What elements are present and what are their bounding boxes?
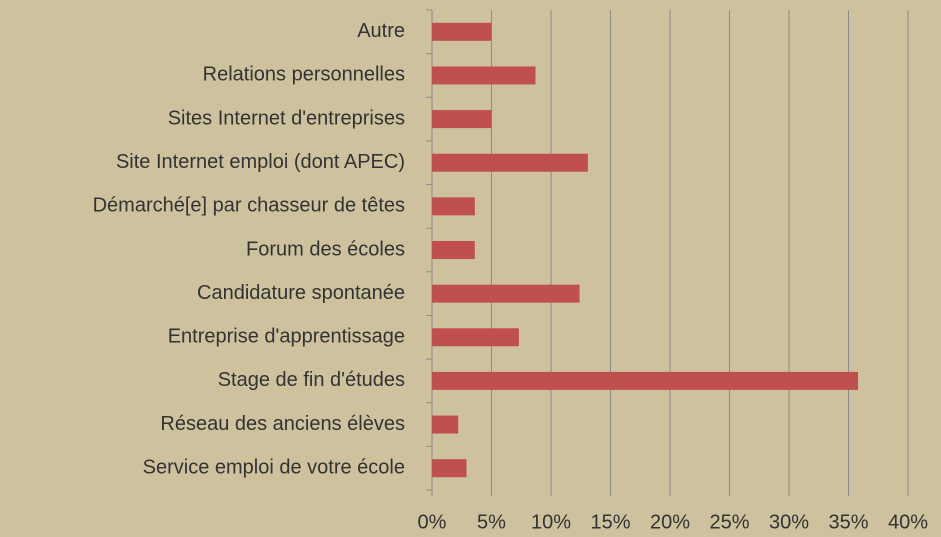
- bar: [432, 415, 459, 434]
- y-tick-label: Entreprise d'apprentissage: [168, 326, 405, 348]
- y-tick-label: Stage de fin d'études: [218, 369, 405, 391]
- bar: [432, 22, 492, 41]
- y-tick-label: Réseau des anciens élèves: [160, 413, 405, 435]
- y-tick-label: Relations personnelles: [203, 64, 405, 86]
- y-tick-label: Site Internet emploi (dont APEC): [116, 151, 405, 173]
- bar: [432, 284, 580, 303]
- bar: [432, 241, 475, 259]
- x-tick-label: 0%: [418, 511, 447, 533]
- x-tick-label: 35%: [828, 511, 868, 533]
- bar: [432, 197, 475, 216]
- bar: [432, 328, 519, 347]
- y-tick-label: Candidature spontanée: [197, 282, 405, 304]
- x-tick-label: 5%: [477, 511, 506, 533]
- x-tick-label: 30%: [769, 511, 809, 533]
- x-tick-label: 40%: [888, 511, 928, 533]
- bar: [432, 110, 492, 129]
- bar: [432, 459, 467, 478]
- y-tick-label: Service emploi de votre école: [143, 456, 405, 478]
- y-tick-label: Autre: [357, 20, 405, 42]
- x-tick-label: 25%: [709, 511, 749, 533]
- x-tick-label: 20%: [650, 511, 690, 533]
- y-tick-label: Démarché[e] par chasseur de têtes: [93, 195, 405, 217]
- y-tick-label: Sites Internet d'entreprises: [168, 107, 405, 129]
- x-tick-label: 10%: [531, 511, 571, 533]
- x-tick-label: 15%: [590, 511, 630, 533]
- bar: [432, 153, 588, 172]
- bar: [432, 371, 859, 390]
- bar: [432, 66, 536, 85]
- y-tick-label: Forum des écoles: [246, 238, 405, 260]
